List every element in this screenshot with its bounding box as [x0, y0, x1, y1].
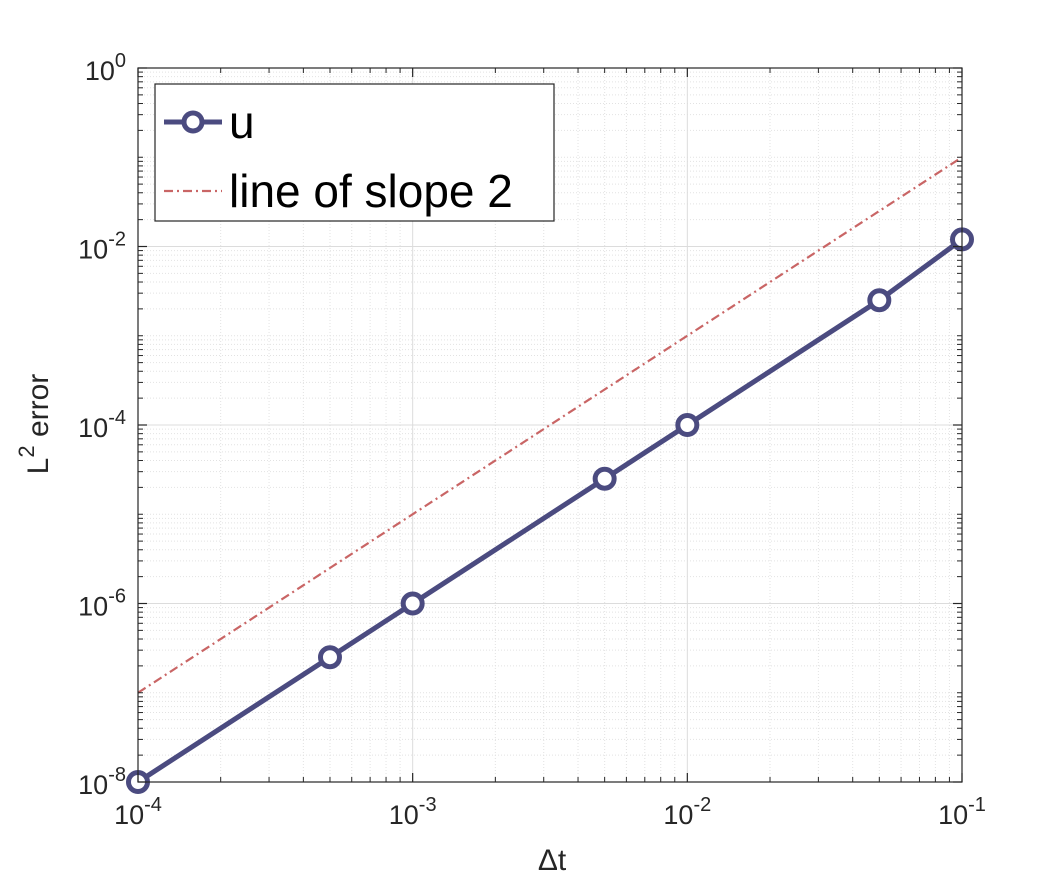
- data-point-u: [317, 645, 342, 670]
- y-tick-label-exponent: -4: [108, 407, 126, 429]
- legend-marker-u: [181, 110, 205, 134]
- ticks: [137, 67, 963, 783]
- series-line-slope-2: [137, 156, 963, 694]
- y-axis-label-rest: error: [22, 374, 55, 446]
- x-tick-label-base: 10: [389, 800, 419, 830]
- x-tick-label-exponent: -4: [144, 794, 162, 816]
- x-tick-label-base: 10: [114, 800, 144, 830]
- data-point-u: [675, 413, 700, 437]
- series-layer: [126, 156, 974, 794]
- legend-box: [154, 83, 555, 222]
- legend: u line of slope 2: [154, 83, 555, 222]
- x-axis-label: Δt: [538, 844, 567, 877]
- y-axis-label: L2 error: [14, 374, 55, 475]
- x-tick-label-base: 10: [663, 800, 693, 830]
- x-tick-label-exponent: -2: [693, 794, 711, 816]
- y-tick-label: 100: [85, 50, 126, 86]
- x-tick-label-base: 10: [938, 800, 968, 830]
- y-tick-label-base: 10: [78, 235, 108, 265]
- y-tick-label-exponent: -6: [108, 586, 126, 608]
- x-tick-label-exponent: -3: [419, 794, 437, 816]
- y-axis-label-superscript: 2: [14, 445, 39, 457]
- legend-label-u: u: [229, 96, 255, 148]
- y-tick-label: 10-4: [78, 407, 126, 443]
- y-tick-label: 10-2: [78, 229, 126, 265]
- x-tick-label-exponent: -1: [968, 794, 986, 816]
- x-tick-label: 10-4: [114, 794, 162, 830]
- x-tick-label: 10-3: [389, 794, 437, 830]
- y-tick-label-exponent: -8: [108, 764, 126, 786]
- y-tick-label-base: 10: [78, 770, 108, 800]
- y-axis-label-base: L: [22, 458, 55, 475]
- y-tick-label-base: 10: [78, 413, 108, 443]
- data-point-u: [400, 591, 425, 616]
- y-tick-label-base: 10: [85, 56, 115, 86]
- legend-label-slope: line of slope 2: [229, 165, 513, 217]
- y-tick-label-exponent: -2: [108, 229, 126, 251]
- data-point-u: [867, 288, 892, 313]
- x-tick-label: 10-1: [938, 794, 986, 830]
- y-tick-label: 10-8: [78, 764, 126, 800]
- y-tick-label: 10-6: [78, 586, 126, 622]
- data-point-u: [592, 466, 617, 491]
- x-tick-label: 10-2: [663, 794, 711, 830]
- y-tick-label-base: 10: [78, 592, 108, 622]
- y-tick-label-exponent: 0: [115, 50, 126, 72]
